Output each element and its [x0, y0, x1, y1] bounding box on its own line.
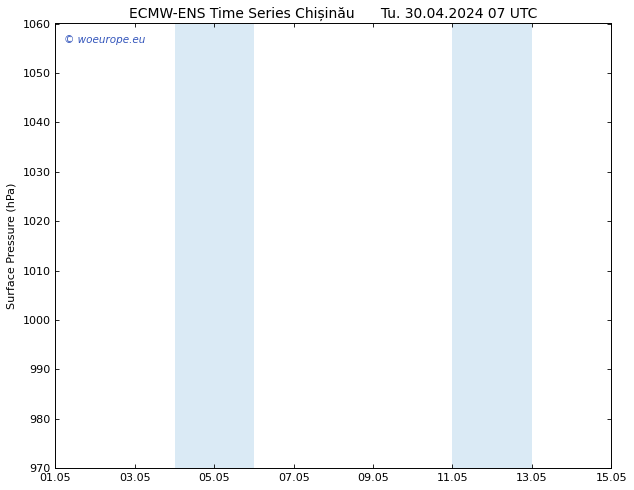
Bar: [453, 24, 532, 468]
Y-axis label: Surface Pressure (hPa): Surface Pressure (hPa): [7, 183, 17, 309]
Title: ECMW-ENS Time Series Chișinău      Tu. 30.04.2024 07 UTC: ECMW-ENS Time Series Chișinău Tu. 30.04.…: [129, 7, 538, 21]
Text: © woeurope.eu: © woeurope.eu: [64, 35, 145, 45]
Bar: [174, 24, 254, 468]
